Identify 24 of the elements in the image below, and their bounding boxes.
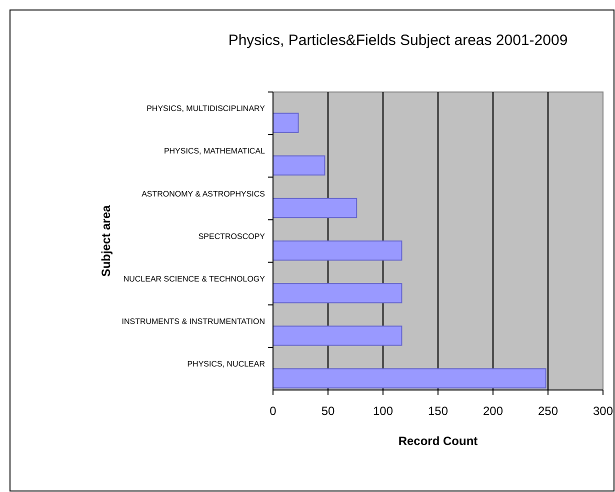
bar (272, 112, 299, 133)
bar (272, 155, 326, 176)
y-tick-label: PHYSICS, MULTIDISCIPLINARY (146, 104, 266, 114)
bar (272, 240, 402, 261)
x-axis-title: Record Count (398, 434, 478, 448)
x-tick-label: 200 (482, 404, 504, 418)
x-tick-label: 100 (372, 404, 394, 418)
y-tick-label: NUCLEAR SCIENCE & TECHNOLOGY (123, 274, 266, 284)
y-tick-label: PHYSICS, MATHEMATICAL (164, 146, 266, 156)
bar (272, 198, 358, 218)
x-tick-label: 300 (592, 404, 614, 418)
x-tick-label: 0 (270, 404, 277, 418)
bar (272, 368, 546, 388)
bar (272, 326, 402, 346)
x-tick-label: 150 (428, 404, 448, 418)
x-tick-label: 50 (321, 404, 335, 418)
y-axis-title: Subject area (99, 204, 113, 277)
y-tick-label: SPECTROSCOPY (198, 232, 266, 241)
x-tick-label: 250 (538, 404, 558, 418)
y-tick-label: ASTRONOMY & ASTROPHYSICS (142, 189, 265, 198)
y-tick-label: PHYSICS, NUCLEAR (187, 360, 266, 369)
bar (272, 283, 402, 304)
y-tick-label: INSTRUMENTS & INSTRUMENTATION (122, 317, 266, 326)
chart-title: Physics, Particles&Fields Subject areas 2001-2009 (228, 32, 568, 49)
